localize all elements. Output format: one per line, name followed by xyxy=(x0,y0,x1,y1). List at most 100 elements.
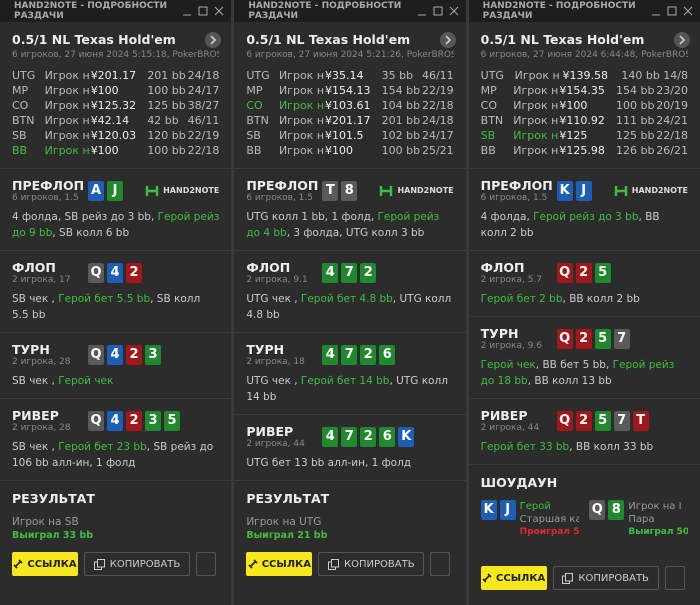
action: Герой бет 23 bb xyxy=(58,441,147,453)
street-header: ФЛОП 2 игрока, 9.1 4 7 2 xyxy=(246,260,453,285)
more-button[interactable] xyxy=(664,566,685,590)
link-button[interactable]: ССЫЛКА xyxy=(246,552,313,576)
stack-bb: 100 bb xyxy=(615,99,655,112)
street-info: 2 игрока, 5.7 xyxy=(480,275,543,285)
logo-text: HAND2NOTE xyxy=(163,186,220,195)
stack: ¥100 xyxy=(90,144,119,157)
street-info: 6 игроков, 1.5 xyxy=(480,193,548,203)
card: J xyxy=(575,180,592,201)
street-header: ПРЕФЛОП 6 игроков, 1.5 T 8 HAND2NOTE xyxy=(246,178,453,203)
action: , SB колл 5.5 bb xyxy=(12,293,201,321)
card: 5 xyxy=(594,328,611,349)
panel: HAND2NOTE - ПОДРОБНОСТИ РАЗДАЧИ 0.5/1 NL … xyxy=(234,0,466,605)
action: , SB рейз до 106 bb алл-ин, 1 фолд xyxy=(12,441,214,469)
street-info: 2 игрока, 18 xyxy=(246,357,305,367)
player-row: BB Игрок н ¥100 100 bb 25/21 xyxy=(246,143,453,158)
card: Q xyxy=(88,344,104,365)
card: 4 xyxy=(322,262,339,283)
action: , BB колл 2 bb xyxy=(480,211,660,239)
stats: 26/21 xyxy=(656,144,688,157)
card: 4 xyxy=(107,344,123,365)
stack: ¥154.35 xyxy=(559,84,605,97)
player-name: Игрок на I xyxy=(628,501,682,512)
copy-button[interactable]: КОПИРОВАТЬ xyxy=(552,566,659,590)
stats: 25/21 xyxy=(421,144,454,157)
link-icon xyxy=(13,559,23,569)
stats: 22/19 xyxy=(187,129,220,142)
stack-bb: 102 bb xyxy=(381,129,421,142)
card: 4 xyxy=(322,426,339,447)
winner: Игрок на UTG xyxy=(246,516,322,528)
next-button[interactable] xyxy=(205,32,222,48)
street-name: ФЛОП xyxy=(12,260,56,275)
hand-header: 0.5/1 NL Texas Hold'em 6 игроков, 27 июня… xyxy=(234,22,465,64)
next-button[interactable] xyxy=(673,32,690,48)
more-button[interactable] xyxy=(196,552,216,576)
card: Q xyxy=(556,328,573,349)
card: 8 xyxy=(608,500,625,520)
player-row: BTN Игрок н ¥201.17 201 bb 24/18 xyxy=(246,113,453,128)
position: SB xyxy=(480,129,496,142)
action: Герой рейз до 4 bb xyxy=(246,211,440,239)
action: SB чек , xyxy=(12,441,59,453)
showdown-hands: K J Герой Старшая ка Проиграл 5(Q 8 Игрок на I… xyxy=(480,500,688,539)
street-name: РИВЕР xyxy=(246,424,294,439)
actions: UTG чек , Герой бет 4.8 bb, UTG колл 4.8… xyxy=(246,291,453,323)
hand-title: 0.5/1 NL Texas Hold'em xyxy=(12,32,176,47)
card: 8 xyxy=(341,180,358,201)
street-text: ФЛОП 2 игрока, 17 xyxy=(12,260,88,285)
position: UTG xyxy=(246,69,270,82)
street-info: 6 игроков, 1.5 xyxy=(246,193,313,203)
action: Герой бет 2 bb xyxy=(480,293,563,305)
copy-label: КОПИРОВАТЬ xyxy=(578,572,649,584)
street-text: РИВЕР 2 игрока, 44 xyxy=(481,408,557,433)
player-row: UTG Игрок н ¥201.17 201 bb 24/18 xyxy=(12,68,219,83)
window-controls xyxy=(183,6,224,16)
stats: 46/11 xyxy=(421,69,454,82)
hand-subtitle: 6 игроков, 27 июня 2024 5:15:18, PokerBR… xyxy=(12,50,220,60)
card: 5 xyxy=(594,262,611,283)
position: BTN xyxy=(246,114,269,127)
link-button[interactable]: ССЫЛКА xyxy=(12,552,78,576)
result-title: РЕЗУЛЬТАТ xyxy=(246,491,330,506)
player-row: SB Игрок н ¥101.5 102 bb 24/17 xyxy=(246,128,453,143)
stack-bb: 104 bb xyxy=(381,99,421,112)
position: BB xyxy=(12,144,28,157)
card: 6 xyxy=(379,426,396,447)
action: , UTG колл 14 bb xyxy=(246,375,448,403)
copy-label: КОПИРОВАТЬ xyxy=(344,558,415,570)
player-name: Игрок н xyxy=(278,114,325,127)
card: K xyxy=(398,426,415,447)
position: SB xyxy=(12,129,27,142)
player-row: BB Игрок н ¥100 100 bb 22/18 xyxy=(12,143,219,158)
logo: HAND2NOTE xyxy=(379,184,454,198)
action: Герой рейз до 18 bb xyxy=(480,359,675,387)
link-button[interactable]: ССЫЛКА xyxy=(480,566,547,590)
result: РЕЗУЛЬТАТ Игрок на UTG Выиграл 21 bb xyxy=(234,481,465,551)
card: Q xyxy=(556,262,573,283)
stack: ¥110.92 xyxy=(559,114,605,127)
player-name: Игрок н xyxy=(44,99,90,112)
copy-button[interactable]: КОПИРОВАТЬ xyxy=(84,552,190,576)
position: UTG xyxy=(480,69,504,82)
card: 4 xyxy=(107,410,123,431)
copy-button[interactable]: КОПИРОВАТЬ xyxy=(318,552,425,576)
next-button[interactable] xyxy=(439,32,456,48)
logo-icon xyxy=(380,185,393,196)
more-button[interactable] xyxy=(430,552,451,576)
card: 2 xyxy=(575,410,592,431)
position: CO xyxy=(480,99,497,112)
card: 4 xyxy=(322,344,339,365)
stats: 20/19 xyxy=(656,99,688,112)
stack-bb: 100 bb xyxy=(147,84,186,97)
player-row: SB Игрок н ¥120.03 120 bb 22/19 xyxy=(12,128,219,143)
actions: UTG бет 13 bb алл-ин, 1 фолд xyxy=(246,455,453,471)
card: 4 xyxy=(107,262,123,283)
stats: 14/8 xyxy=(663,69,688,82)
